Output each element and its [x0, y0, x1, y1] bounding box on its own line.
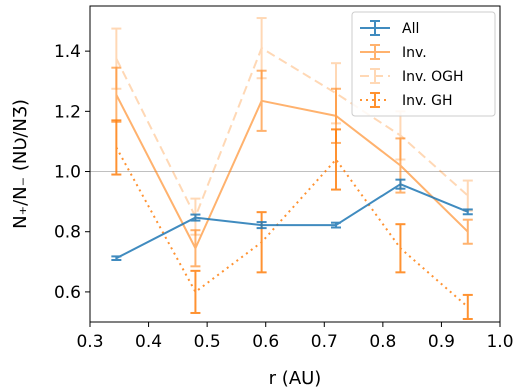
y-tick-label: 1.0 — [54, 163, 81, 183]
legend-label: Inv. GH — [402, 93, 452, 109]
y-tick-label: 0.6 — [54, 283, 81, 303]
y-axis: 0.6 0.8 1.0 1.2 1.4 — [54, 42, 90, 303]
data-point — [115, 94, 117, 96]
data-point — [467, 195, 469, 197]
y-axis-label: N₊/N₋ (NƲ/NƷ) — [10, 99, 31, 229]
x-tick-label: 0.9 — [428, 332, 455, 352]
data-point — [399, 247, 401, 249]
data-point — [335, 115, 337, 117]
data-point — [261, 47, 263, 49]
data-point — [115, 146, 117, 148]
data-point — [261, 224, 263, 226]
data-point — [261, 100, 263, 102]
data-point — [194, 291, 196, 293]
series-line — [115, 47, 469, 218]
data-point — [467, 231, 469, 233]
data-point — [467, 211, 469, 213]
series-all — [111, 178, 473, 262]
data-point — [399, 134, 401, 136]
legend-entry — [360, 68, 390, 84]
data-point — [335, 224, 337, 226]
data-point — [194, 217, 196, 219]
data-point — [467, 306, 469, 308]
series-layer — [111, 17, 473, 320]
legend-box — [351, 11, 496, 117]
x-tick-label: 1.0 — [486, 332, 513, 352]
legend-label: Inv. OGH — [402, 69, 464, 85]
legend-label: Inv. — [402, 45, 427, 61]
data-point — [194, 247, 196, 249]
legend-entry — [360, 92, 390, 108]
data-point — [115, 257, 117, 259]
data-point — [335, 158, 337, 160]
y-tick-label: 1.2 — [54, 102, 81, 122]
legend-entry — [360, 44, 390, 60]
x-tick-label: 0.8 — [369, 332, 396, 352]
x-tick-label: 0.6 — [252, 332, 279, 352]
y-tick-label: 1.4 — [54, 42, 81, 62]
legend-entry — [360, 20, 390, 36]
data-point — [115, 58, 117, 60]
legend: All Inv. Inv. OGH Inv. GH — [351, 11, 496, 117]
series-inv — [111, 66, 473, 268]
data-point — [261, 241, 263, 243]
plot-frame — [89, 5, 501, 323]
x-tick-label: 0.7 — [311, 332, 338, 352]
series-line — [115, 183, 469, 260]
x-tick-label: 0.4 — [135, 332, 162, 352]
x-axis-label: r (AU) — [269, 368, 322, 389]
x-axis: 0.3 0.4 0.5 0.6 0.7 0.8 0.9 1.0 — [76, 322, 514, 352]
x-tick-label: 0.3 — [76, 332, 103, 352]
series-line — [115, 94, 469, 250]
series-inv-gh — [111, 119, 473, 320]
y-tick-label: 0.8 — [54, 223, 81, 243]
legend-label: All — [402, 21, 419, 37]
data-point — [399, 183, 401, 185]
x-tick-label: 0.5 — [194, 332, 221, 352]
data-point — [399, 165, 401, 167]
